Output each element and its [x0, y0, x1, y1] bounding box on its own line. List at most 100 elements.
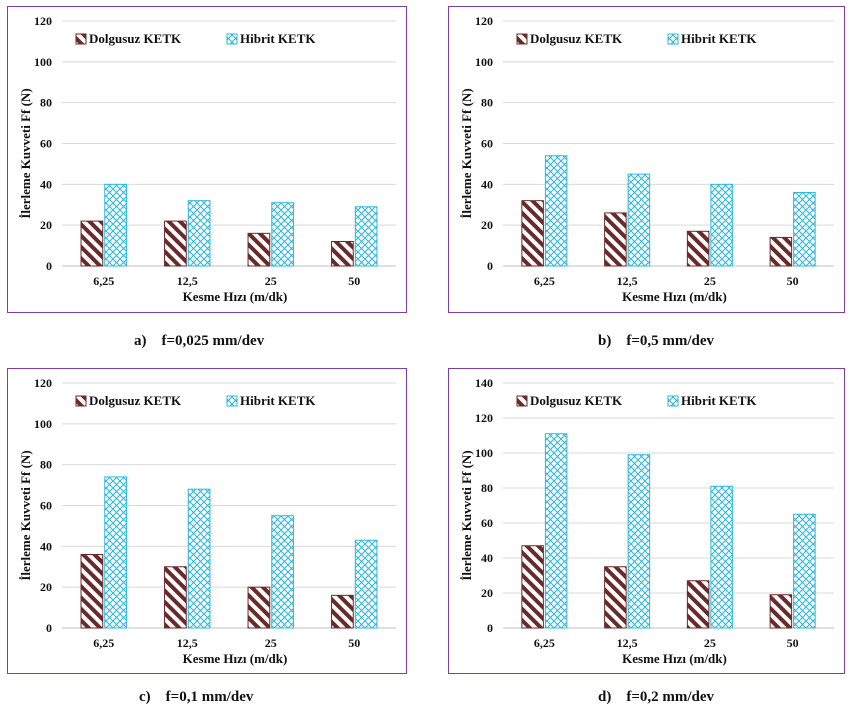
- y-axis-title: İlerleme Kuvveti Ff (N): [459, 88, 474, 218]
- caption-d: d) f=0,2 mm/dev: [598, 689, 715, 705]
- y-tick-label: 100: [34, 55, 52, 69]
- bar-hibrit: [271, 202, 294, 267]
- x-axis-title: Kesme Hızı (m/dk): [622, 651, 727, 666]
- bar-dolgusuz: [80, 220, 104, 267]
- bar-dolgusuz: [164, 220, 187, 267]
- legend-swatch-dolgusuz: [75, 395, 87, 407]
- x-tick-label: 6,25: [93, 274, 114, 288]
- bar-hibrit: [187, 488, 211, 629]
- bar-hibrit: [104, 476, 127, 629]
- x-tick-label: 50: [787, 636, 799, 650]
- caption-c: c) f=0,1 mm/dev: [139, 689, 254, 705]
- y-tick-label: 0: [487, 621, 493, 635]
- legend-swatch-dolgusuz: [75, 33, 87, 45]
- bar-dolgusuz: [247, 232, 271, 267]
- chart-a: 0 20 40 60 80 100 120 6,25 12,5 25 50 Kesme Hızı (m…: [18, 14, 396, 304]
- bar-hibrit: [354, 206, 378, 267]
- y-tick-label: 40: [40, 177, 52, 191]
- chart-c: 0 20 40 60 80 100 120 6,25 12,5 25 50 Kesme Hızı (m…: [18, 376, 396, 666]
- bar-hibrit: [627, 454, 651, 629]
- y-tick-label: 20: [481, 218, 493, 232]
- bar-hibrit: [104, 183, 127, 267]
- y-tick-label: 80: [481, 481, 493, 495]
- y-tick-label: 40: [481, 551, 493, 565]
- y-axis-title: İlerleme Kuvveti Ff (N): [18, 450, 33, 580]
- x-tick-label: 6,25: [534, 274, 555, 288]
- bar-dolgusuz: [521, 200, 544, 267]
- chart-panel-c: 0 20 40 60 80 100 120 6,25 12,5 25 50 Kesme Hızı (m…: [7, 368, 407, 674]
- y-tick-label: 80: [40, 96, 52, 110]
- y-tick-label: 100: [475, 55, 493, 69]
- caption-b: b) f=0,5 mm/dev: [598, 333, 715, 349]
- x-tick-label: 25: [265, 636, 277, 650]
- legend-swatch-hibrit: [226, 33, 238, 45]
- y-tick-label: 40: [40, 539, 52, 553]
- x-tick-label: 25: [704, 636, 716, 650]
- y-tick-label: 20: [481, 586, 493, 600]
- bar-dolgusuz: [247, 586, 271, 629]
- legend-swatch-hibrit: [226, 395, 238, 407]
- y-tick-label: 0: [46, 259, 52, 273]
- legend-swatch-hibrit: [667, 33, 679, 45]
- bar-dolgusuz: [604, 212, 627, 267]
- x-axis-title: Kesme Hızı (m/dk): [183, 651, 288, 666]
- chart-d: 0 20 40 60 80 100 120 140 6,25 12,5 25 50 Kesme Hızı…: [459, 376, 834, 666]
- x-tick-label: 12,5: [617, 636, 638, 650]
- x-axis-title: Kesme Hızı (m/dk): [622, 289, 727, 304]
- bar-hibrit: [627, 173, 651, 267]
- y-tick-label: 0: [46, 621, 52, 635]
- legend-label-hibrit: Hibrit KETK: [681, 31, 757, 46]
- y-tick-label: 80: [40, 458, 52, 472]
- bar-dolgusuz: [164, 566, 187, 629]
- legend-swatch-hibrit: [667, 395, 679, 407]
- bar-dolgusuz: [769, 594, 793, 629]
- legend-label-hibrit: Hibrit KETK: [681, 393, 757, 408]
- y-tick-label: 120: [34, 376, 52, 390]
- y-tick-label: 120: [475, 14, 493, 28]
- y-tick-label: 100: [34, 417, 52, 431]
- bar-hibrit: [544, 433, 568, 629]
- x-tick-label: 50: [787, 274, 799, 288]
- bar-hibrit: [793, 192, 816, 267]
- caption-a: a) f=0,025 mm/dev: [134, 333, 265, 349]
- y-axis-title: İlerleme Kuvveti Ff (N): [459, 450, 474, 580]
- x-tick-label: 6,25: [534, 636, 555, 650]
- y-tick-label: 60: [40, 499, 52, 513]
- chart-b: 0 20 40 60 80 100 120 6,25 12,5 25 50 Kesme Hızı (m…: [459, 14, 834, 304]
- y-tick-label: 0: [487, 259, 493, 273]
- y-tick-label: 120: [34, 14, 52, 28]
- legend-label-dolgusuz: Dolgusuz KETK: [530, 393, 623, 408]
- x-tick-label: 12,5: [617, 274, 638, 288]
- y-tick-label: 20: [40, 580, 52, 594]
- chart-panel-b: 0 20 40 60 80 100 120 6,25 12,5 25 50 Kesme Hızı (m…: [448, 6, 845, 313]
- bar-dolgusuz: [80, 554, 104, 629]
- bar-dolgusuz: [686, 230, 710, 267]
- y-tick-label: 20: [40, 218, 52, 232]
- legend-label-dolgusuz: Dolgusuz KETK: [530, 31, 623, 46]
- chart-panel-d: 0 20 40 60 80 100 120 140 6,25 12,5 25 50 Kesme Hızı…: [448, 368, 845, 674]
- bar-dolgusuz: [521, 545, 544, 629]
- x-tick-label: 6,25: [93, 636, 114, 650]
- bar-hibrit: [187, 200, 211, 267]
- y-tick-label: 40: [481, 177, 493, 191]
- bar-hibrit: [271, 515, 294, 629]
- x-axis-title: Kesme Hızı (m/dk): [183, 289, 288, 304]
- chart-panel-a: 0 20 40 60 80 100 120 6,25 12,5 25 50 Kesme Hızı (m…: [7, 6, 407, 313]
- bar-dolgusuz: [686, 580, 710, 629]
- y-tick-label: 80: [481, 96, 493, 110]
- x-tick-label: 50: [348, 636, 360, 650]
- y-axis-title: İlerleme Kuvveti Ff (N): [18, 88, 33, 218]
- bar-hibrit: [710, 183, 733, 267]
- bar-hibrit: [544, 155, 568, 267]
- legend-label-dolgusuz: Dolgusuz KETK: [89, 393, 182, 408]
- y-tick-label: 60: [40, 137, 52, 151]
- y-tick-label: 60: [481, 137, 493, 151]
- bar-hibrit: [354, 539, 378, 629]
- y-tick-label: 100: [475, 446, 493, 460]
- legend-swatch-dolgusuz: [516, 33, 528, 45]
- x-tick-label: 50: [348, 274, 360, 288]
- bar-dolgusuz: [331, 241, 354, 267]
- bar-hibrit: [793, 513, 816, 629]
- y-tick-label: 60: [481, 516, 493, 530]
- bar-dolgusuz: [769, 236, 793, 267]
